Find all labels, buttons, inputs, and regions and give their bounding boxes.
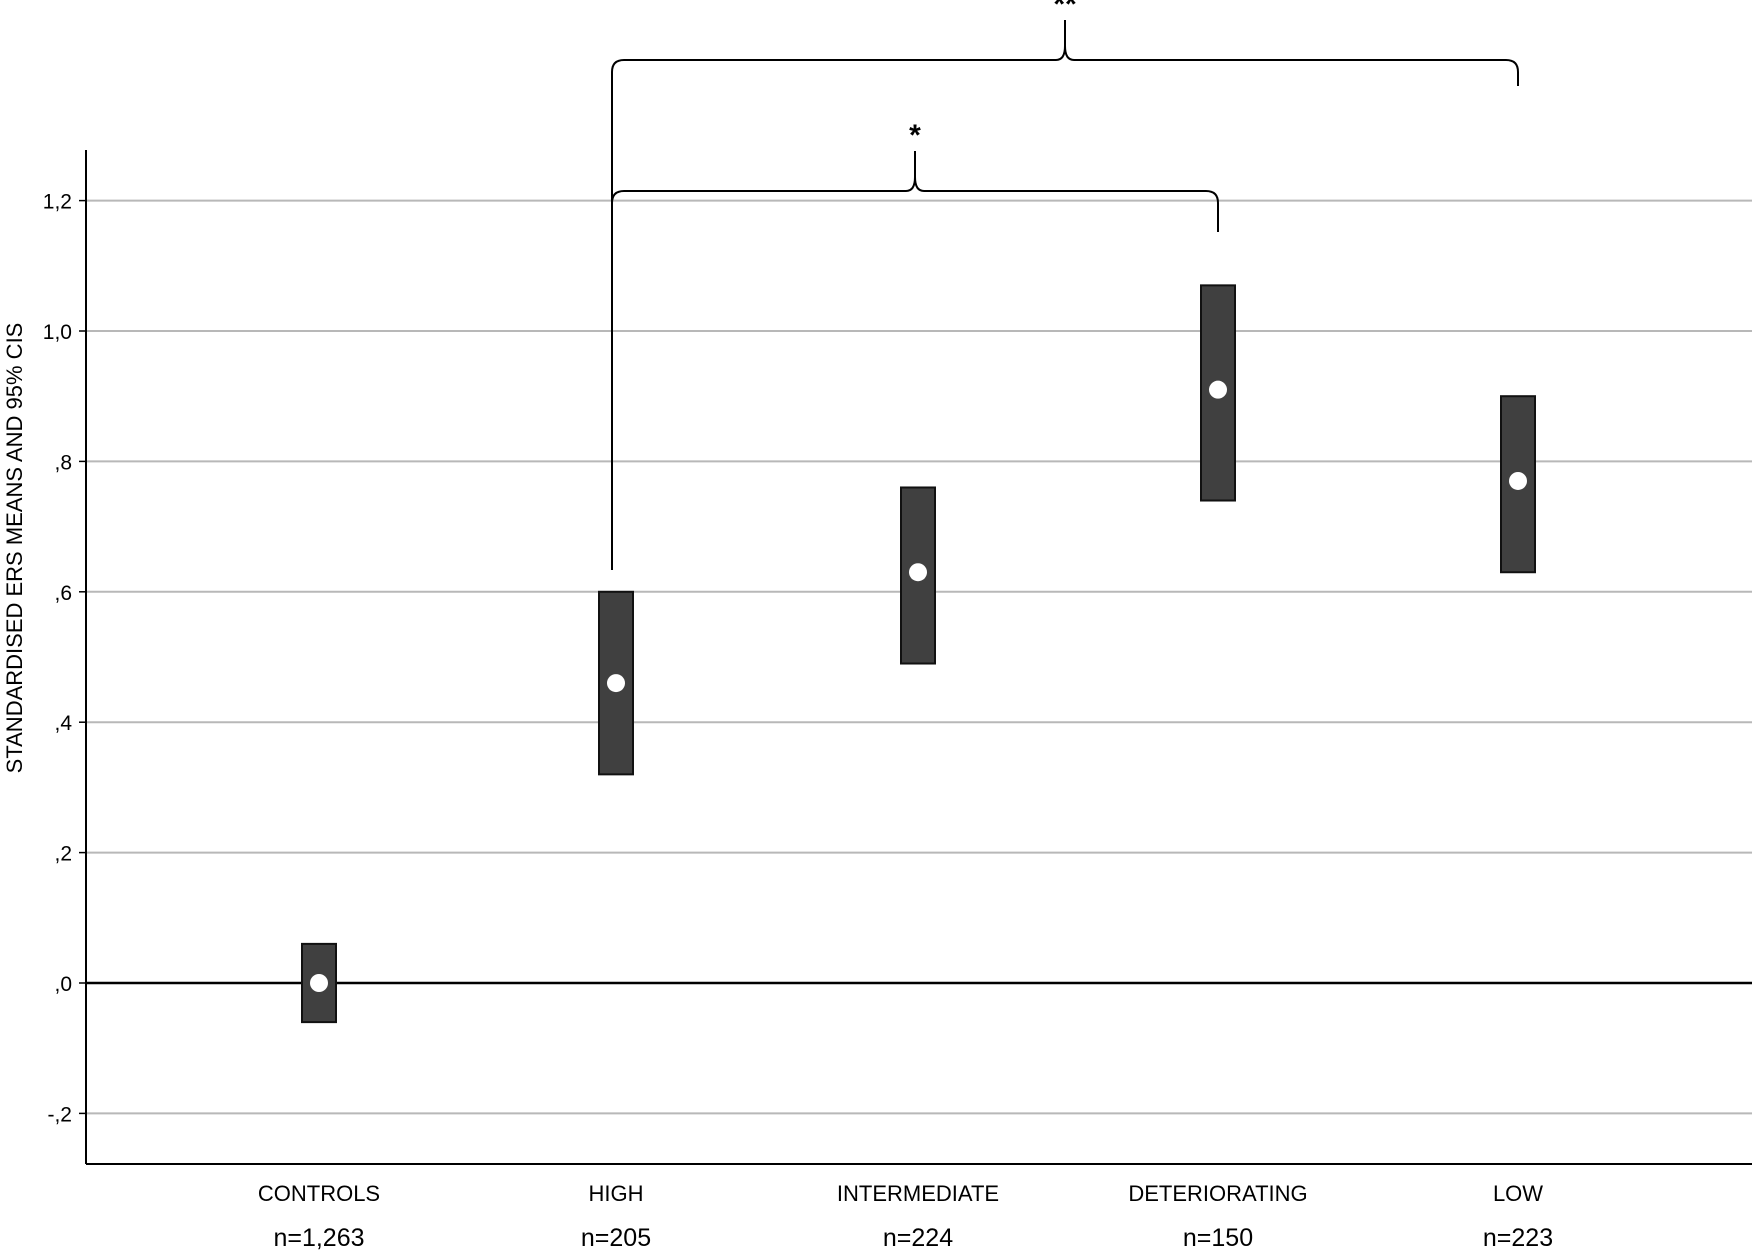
category-label: HIGH (589, 1181, 644, 1206)
sample-size-label: n=205 (581, 1224, 651, 1252)
y-tick-labels: -,2 ,0 ,2 ,4 ,6 ,8 1,0 1,2 (43, 191, 73, 1127)
y-tick-label: -,2 (47, 1103, 72, 1126)
mean-marker (310, 974, 328, 992)
y-tick-label: ,0 (54, 973, 72, 996)
mean-marker (1509, 471, 1527, 490)
category-label: LOW (1493, 1181, 1543, 1206)
y-tick-label: 1,2 (43, 191, 72, 214)
sample-size-label: n=150 (1183, 1224, 1253, 1252)
category-label: DETERIORATING (1128, 1181, 1307, 1206)
sample-size-label: n=1,263 (273, 1224, 364, 1252)
significance-label: ** (1053, 0, 1077, 21)
y-axis-label: STANDARDISED ERS MEANS AND 95% CIS (2, 323, 27, 774)
ci-marks (301, 284, 1536, 1024)
y-tick-label: ,4 (54, 712, 72, 735)
significance-brackets: *** (611, 0, 1519, 570)
mean-marker (607, 674, 625, 693)
significance-label: * (909, 119, 921, 152)
category-label: INTERMEDIATE (837, 1181, 999, 1206)
y-tick-label: ,2 (54, 843, 72, 866)
axes (79, 150, 1752, 1165)
y-tick-label: ,6 (54, 582, 72, 605)
y-tick-label: ,8 (54, 451, 72, 474)
category-label: CONTROLS (258, 1181, 380, 1206)
mean-marker (1209, 380, 1227, 399)
mean-marker (909, 563, 927, 582)
significance-bracket (611, 20, 1519, 568)
sample-size-label: n=223 (1483, 1224, 1553, 1252)
y-tick-label: 1,0 (43, 321, 72, 344)
sample-size-label: n=224 (883, 1224, 953, 1252)
category-labels: CONTROLS n=1,263 HIGH n=205 INTERMEDIATE n=22… (258, 1181, 1553, 1252)
